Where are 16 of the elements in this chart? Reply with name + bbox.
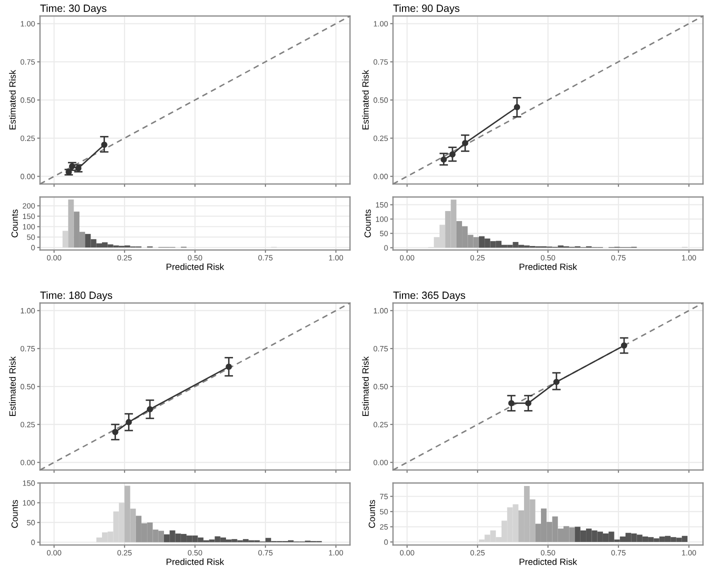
x-axis-title: Predicted Risk	[166, 263, 224, 270]
y-axis-title: Counts	[364, 210, 371, 238]
y-axis-title: Counts	[11, 210, 18, 238]
y-axis-title: Estimated Risk	[362, 356, 369, 416]
chart-title: Time: 365 Days	[393, 291, 466, 301]
y-axis-title: Estimated Risk	[9, 70, 16, 130]
y-axis-title: Estimated Risk	[362, 70, 369, 130]
y-axis-title: Counts	[11, 500, 18, 528]
y-axis-title: Estimated Risk	[9, 356, 16, 416]
chart-title: Time: 30 Days	[40, 4, 106, 14]
y-axis-title: Counts	[368, 500, 376, 528]
chart-title: Time: 90 Days	[393, 4, 460, 14]
x-axis-title: Predicted Risk	[520, 263, 578, 270]
x-axis-title: Predicted Risk	[166, 558, 224, 565]
chart-title: Time: 180 Days	[40, 291, 112, 301]
x-axis-title: Predicted Risk	[520, 558, 578, 565]
